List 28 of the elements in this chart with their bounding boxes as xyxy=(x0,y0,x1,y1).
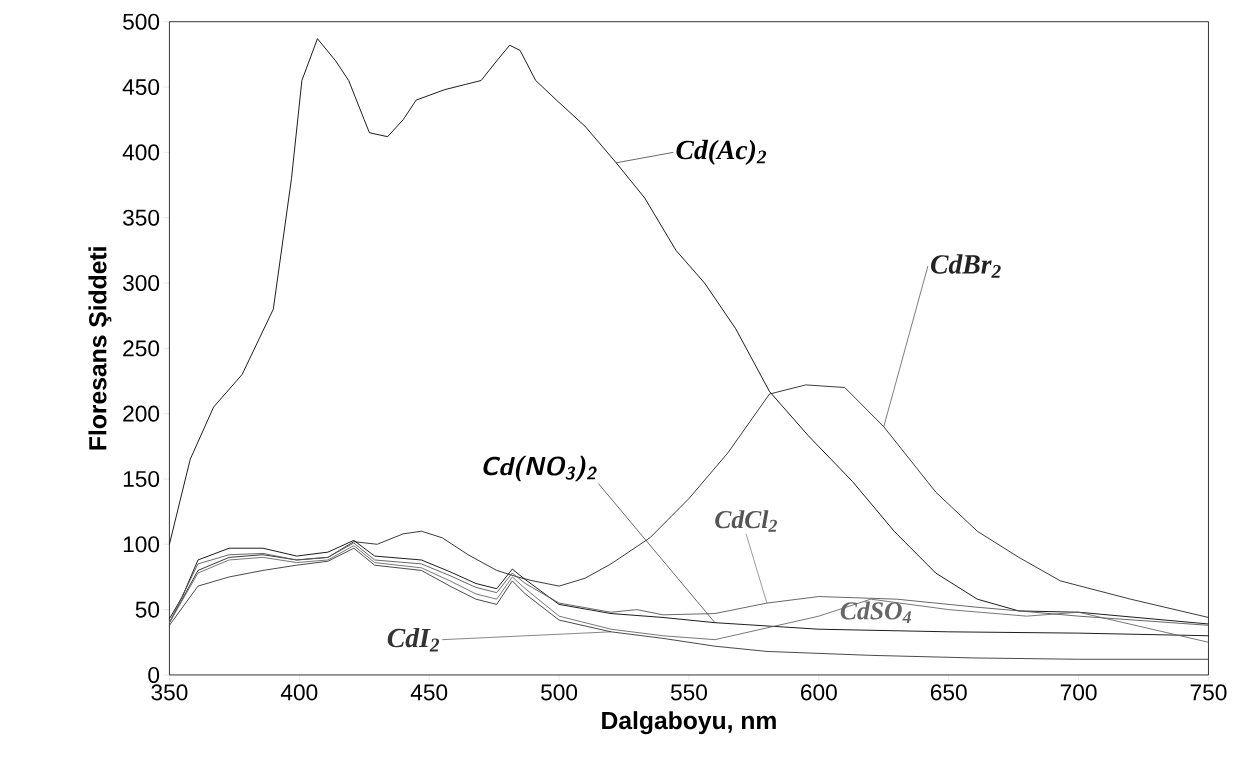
y-tick-label: 500 xyxy=(123,13,160,30)
y-tick-label: 450 xyxy=(122,79,160,96)
y-tick-label: 400 xyxy=(122,144,160,161)
y-tick-label: 150 xyxy=(123,471,160,488)
text: Cd(NO$_{3}$)$_{2}$ xyxy=(483,455,597,482)
y-tick-label: 50 xyxy=(135,601,160,618)
y-tick-label: 0 xyxy=(148,667,160,684)
series-label: CdI$_{2}$ xyxy=(387,628,440,652)
x-tick-label: 450 xyxy=(410,684,448,701)
x-tick-label: 500 xyxy=(541,684,578,701)
y-tick-label: 300 xyxy=(123,275,160,292)
x-tick-label: 350 xyxy=(151,684,188,701)
y-tick-label: 100 xyxy=(123,536,160,553)
series-label: CdSO$_{4}$ xyxy=(840,601,912,624)
x-tick-label: 700 xyxy=(1060,684,1097,701)
x-axis-title: Dalgaboyu, nm xyxy=(602,711,776,735)
y-tick-label: 250 xyxy=(123,340,160,357)
y-axis-title: Floresans Şiddeti xyxy=(88,247,112,450)
x-tick-label: 650 xyxy=(930,684,967,701)
x-tick-label: 550 xyxy=(670,684,707,701)
x-tick-label: 600 xyxy=(801,684,837,701)
text: CdBr$_{2}$ xyxy=(931,254,1001,278)
x-tick-label: 750 xyxy=(1190,684,1227,701)
y-tick-label: 200 xyxy=(123,405,160,422)
x-tick-label: 400 xyxy=(280,684,318,701)
text: CdCl$_{2}$ xyxy=(715,510,777,532)
y-tick-label: 350 xyxy=(123,209,160,226)
legend-label: Cd(Ac)$_{2}$ xyxy=(676,140,767,166)
